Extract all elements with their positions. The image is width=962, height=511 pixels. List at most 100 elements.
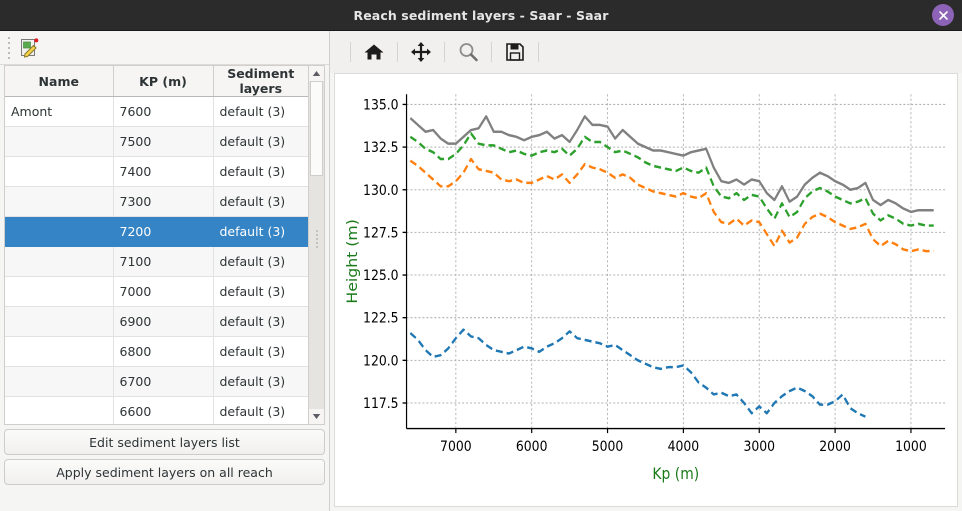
cell-sediment[interactable]: default (3) <box>213 396 308 425</box>
cell-name[interactable] <box>5 246 114 277</box>
table-body: Amont 7600 default (3) 7500 default (3) 7400 d… <box>5 96 308 425</box>
y-tick-label: 132.5 <box>363 140 399 156</box>
zoom-icon <box>459 43 478 62</box>
sediment-table-scroll: Name KP (m) Sediment layers Amont 7600 def… <box>4 66 308 426</box>
x-tick-label: 4000 <box>668 439 700 455</box>
table-row[interactable]: 7000 default (3) <box>5 276 308 307</box>
cell-sediment[interactable]: default (3) <box>213 246 308 277</box>
cell-name[interactable]: Amont <box>5 96 114 127</box>
scrollbar-grip-dots <box>315 229 318 248</box>
y-tick-label: 130.0 <box>363 183 399 199</box>
height-profile-chart[interactable]: 117.5 120.0 122.5 125.0 127.5 130.0 132.5 135.0… <box>334 73 958 507</box>
column-header-name[interactable]: Name <box>5 66 114 97</box>
cell-kp[interactable]: 7400 <box>113 156 214 187</box>
table-row[interactable]: 6600 default (3) <box>5 396 308 425</box>
cell-sediment[interactable]: default (3) <box>213 156 308 187</box>
cell-sediment[interactable]: default (3) <box>213 186 308 217</box>
cell-name[interactable] <box>5 216 114 247</box>
y-tick-label: 117.5 <box>363 396 399 412</box>
cell-name[interactable] <box>5 396 114 425</box>
y-axis-label: Height (m) <box>345 219 361 303</box>
y-tick-label: 120.0 <box>363 354 399 370</box>
chart-canvas: 117.5 120.0 122.5 125.0 127.5 130.0 132.5 135.0… <box>335 74 957 506</box>
chart-toolbar <box>330 31 962 73</box>
y-tick-label: 125.0 <box>363 268 399 284</box>
toolbar-separator <box>397 42 398 62</box>
cell-kp[interactable]: 6600 <box>113 396 214 425</box>
scrollbar-thumb[interactable] <box>310 81 323 176</box>
x-tick-label: 7000 <box>440 439 472 455</box>
x-tick-label: 3000 <box>743 439 775 455</box>
scroll-up-button[interactable] <box>309 66 324 81</box>
x-tick-label: 5000 <box>592 439 624 455</box>
cell-sediment[interactable]: default (3) <box>213 216 308 247</box>
cell-kp[interactable]: 7300 <box>113 186 214 217</box>
column-header-sediment[interactable]: Sediment layers <box>213 66 308 97</box>
toolbar-separator <box>491 42 492 62</box>
table-header-row: Name KP (m) Sediment layers <box>5 66 308 97</box>
x-tick-label: 2000 <box>819 439 851 455</box>
y-tick-label: 135.0 <box>363 98 399 114</box>
table-row[interactable]: 7300 default (3) <box>5 186 308 217</box>
apply-sediment-layers-button[interactable]: Apply sediment layers on all reach <box>4 459 325 486</box>
cell-name[interactable] <box>5 186 114 217</box>
table-vertical-scrollbar[interactable] <box>308 66 325 426</box>
cell-sediment[interactable]: default (3) <box>213 306 308 337</box>
chart-pan-button[interactable] <box>404 37 438 67</box>
chart-home-button[interactable] <box>357 37 391 67</box>
y-tick-label: 127.5 <box>363 226 399 242</box>
table-row[interactable]: 6800 default (3) <box>5 336 308 367</box>
chevron-down-icon <box>312 414 321 420</box>
cell-sediment[interactable]: default (3) <box>213 366 308 397</box>
cell-name[interactable] <box>5 126 114 157</box>
chart-save-button[interactable] <box>498 37 532 67</box>
column-header-kp[interactable]: KP (m) <box>113 66 214 97</box>
chevron-up-icon <box>312 71 321 76</box>
edit-sediment-layers-list-button[interactable]: Edit sediment layers list <box>4 429 325 456</box>
cell-kp[interactable]: 7600 <box>113 96 214 127</box>
window-body: Name KP (m) Sediment layers Amont 7600 def… <box>0 31 962 511</box>
cell-name[interactable] <box>5 366 114 397</box>
cell-kp[interactable]: 7500 <box>113 126 214 157</box>
edit-sediment-button[interactable] <box>16 35 42 61</box>
cell-kp[interactable]: 7200 <box>113 216 214 247</box>
table-row[interactable]: 7400 default (3) <box>5 156 308 187</box>
cell-name[interactable] <box>5 336 114 367</box>
cell-sediment[interactable]: default (3) <box>213 336 308 367</box>
cell-kp[interactable]: 7100 <box>113 246 214 277</box>
chart-zoom-button[interactable] <box>451 37 485 67</box>
chart-series-bed-level <box>409 328 866 418</box>
cell-name[interactable] <box>5 156 114 187</box>
toolbar-drag-handle[interactable] <box>6 36 13 59</box>
table-row[interactable]: 6900 default (3) <box>5 306 308 337</box>
cell-kp[interactable]: 7000 <box>113 276 214 307</box>
edit-document-icon <box>21 37 39 58</box>
scroll-down-button[interactable] <box>309 409 324 425</box>
table-row[interactable]: 7100 default (3) <box>5 246 308 277</box>
left-button-stack: Edit sediment layers list Apply sediment… <box>0 425 329 489</box>
toolbar-separator <box>538 42 539 62</box>
cell-kp[interactable]: 6800 <box>113 336 214 367</box>
cell-kp[interactable]: 6900 <box>113 306 214 337</box>
table-row[interactable]: Amont 7600 default (3) <box>5 96 308 127</box>
table-row[interactable]: 7200 default (3) <box>5 216 308 247</box>
toolbar-separator <box>350 42 351 62</box>
cell-sediment[interactable]: default (3) <box>213 126 308 157</box>
close-icon <box>938 10 948 20</box>
y-tick-label: 122.5 <box>363 311 399 327</box>
chart-series-layer-3 <box>409 157 934 253</box>
cell-name[interactable] <box>5 276 114 307</box>
cell-kp[interactable]: 6700 <box>113 366 214 397</box>
chart-series-top-surface <box>409 115 934 214</box>
cell-sediment[interactable]: default (3) <box>213 276 308 307</box>
table-row[interactable]: 6700 default (3) <box>5 366 308 397</box>
cell-name[interactable] <box>5 306 114 337</box>
left-panel-filler <box>0 489 329 511</box>
scrollbar-track[interactable] <box>309 81 324 410</box>
left-panel: Name KP (m) Sediment layers Amont 7600 def… <box>0 31 330 511</box>
table-row[interactable]: 7500 default (3) <box>5 126 308 157</box>
cell-sediment[interactable]: default (3) <box>213 96 308 127</box>
close-button[interactable] <box>932 4 954 26</box>
chart-background <box>335 74 957 506</box>
x-tick-label: 6000 <box>516 439 548 455</box>
